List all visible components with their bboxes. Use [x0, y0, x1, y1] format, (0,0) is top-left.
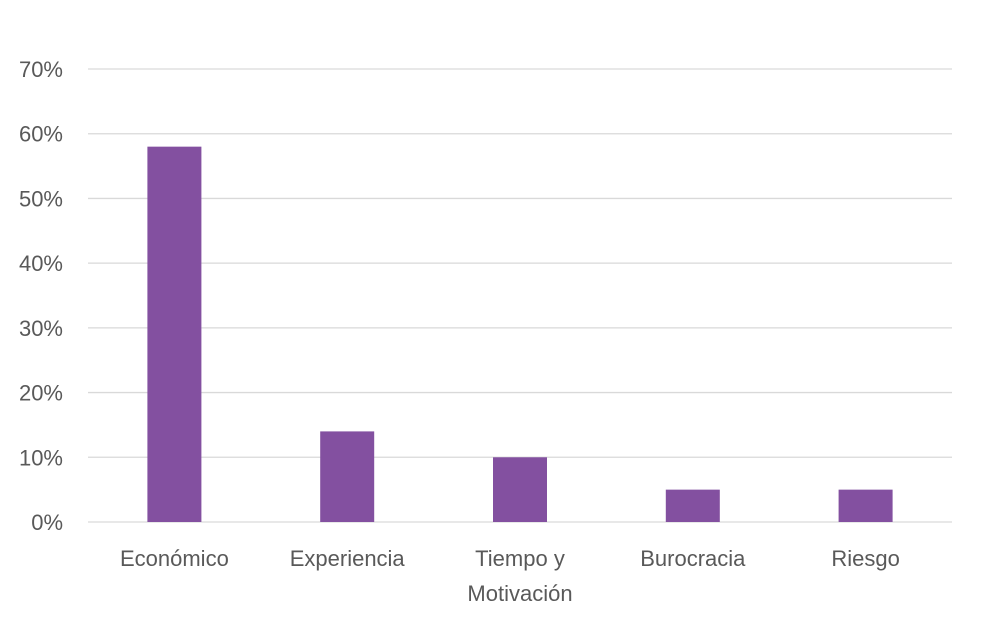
x-axis-categories: Económico Experiencia Tiempo y Motivación Bu…	[120, 546, 900, 606]
bar	[493, 457, 547, 522]
y-tick-label: 30%	[19, 316, 63, 341]
x-category-label: Experiencia	[290, 546, 406, 571]
y-tick-label: 60%	[19, 122, 63, 147]
y-tick-label: 0%	[31, 510, 63, 535]
bar	[147, 146, 202, 522]
x-category-label: Tiempo y Motivación	[467, 546, 572, 606]
gridlines	[88, 68, 952, 523]
y-tick-label: 70%	[19, 57, 63, 82]
x-category-label: Económico	[120, 546, 229, 571]
bars	[147, 146, 893, 522]
bar	[665, 489, 720, 522]
bar	[320, 431, 375, 522]
bar	[838, 489, 893, 522]
x-category-label: Riesgo	[831, 546, 899, 571]
x-category-label: Burocracia	[640, 546, 746, 571]
y-tick-label: 50%	[19, 186, 63, 211]
y-tick-label: 40%	[19, 251, 63, 276]
y-tick-label: 20%	[19, 381, 63, 406]
y-tick-label: 10%	[19, 445, 63, 470]
y-axis-ticks: 0% 10% 20% 30% 40% 50% 60% 70%	[19, 57, 63, 535]
